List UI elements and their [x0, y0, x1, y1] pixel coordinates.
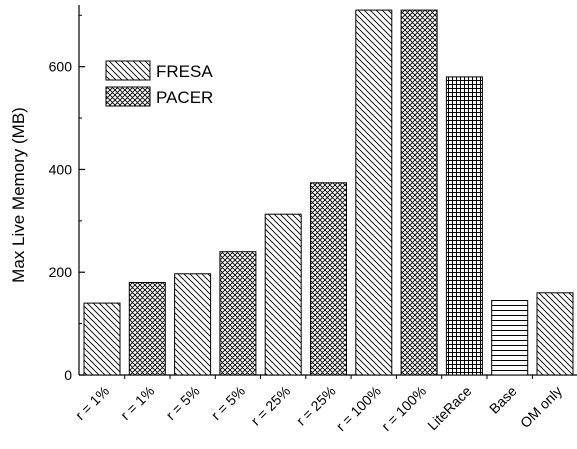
y-tick-label: 200: [49, 264, 73, 280]
bar-1: [83, 302, 121, 376]
y-axis: 0 200 400 600: [49, 5, 85, 383]
x-tick-label: r = 1%: [117, 383, 157, 423]
x-tick-label: r = 100%: [378, 383, 429, 434]
x-tick-label: LiteRace: [424, 383, 475, 434]
y-tick-label: 0: [64, 367, 72, 383]
x-tick-label: OM only: [517, 383, 565, 431]
bar-2: [128, 282, 166, 376]
y-tick-label: 600: [49, 59, 73, 75]
x-tick-label: r = 1%: [72, 383, 112, 423]
x-tick-label: r = 5%: [208, 383, 248, 423]
y-axis-label: Max Live Memory (MB): [9, 107, 28, 283]
x-axis: [79, 374, 577, 379]
bar-6: [310, 182, 347, 376]
legend-swatch-pacer: [105, 86, 151, 107]
x-tick-label: r = 25%: [248, 383, 294, 429]
legend-swatch-fresa: [105, 60, 151, 81]
bars: [83, 9, 574, 376]
x-tick-label: r = 100%: [333, 383, 384, 434]
bar-3: [174, 273, 212, 376]
bar-9: [445, 76, 483, 376]
x-tick-label: r = 25%: [293, 383, 339, 429]
bar-10: [491, 300, 529, 376]
x-tick-label: r = 5%: [163, 383, 203, 423]
legend-label-fresa: FRESA: [156, 62, 213, 81]
legend-label-pacer: PACER: [156, 88, 213, 107]
bar-7: [355, 9, 393, 376]
x-tick-labels: r = 1% r = 1% r = 5% r = 5% r = 25% r = 25%r …: [72, 383, 565, 434]
bar-8: [400, 9, 438, 376]
legend: FRESA PACER: [105, 60, 213, 107]
bar-4: [219, 251, 257, 376]
y-tick-label: 400: [49, 161, 73, 177]
x-tick-label: Base: [486, 383, 520, 417]
bar-11: [536, 292, 574, 376]
bar-5: [264, 213, 302, 376]
